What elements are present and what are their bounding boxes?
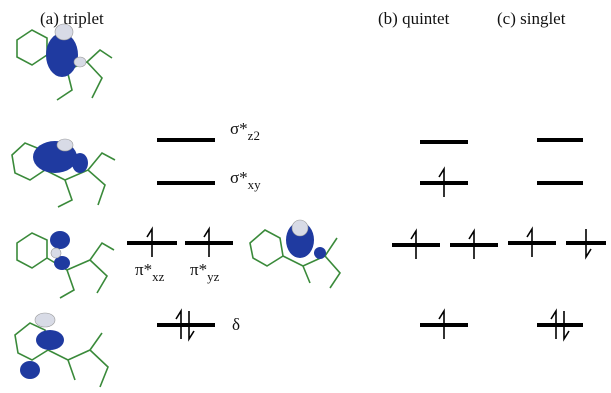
label-part: xy [248, 177, 262, 192]
singlet-levels [508, 140, 606, 339]
triplet-levels [127, 140, 233, 339]
orbital-label: δ [232, 315, 240, 334]
label-part: xz [152, 269, 165, 284]
orbital-diagram: (a) triplet (b) quintet (c) singlet [0, 0, 611, 393]
label-part: yz [207, 269, 220, 284]
molecule-images [12, 24, 340, 387]
orbital-label: σ*xy [230, 168, 261, 192]
label-part: σ* [230, 168, 248, 187]
orbital-label: σ*z2 [230, 119, 260, 143]
orbital-label: π*xz [135, 260, 165, 284]
quintet-levels [392, 142, 498, 339]
label-part: π* [190, 260, 207, 279]
panel-title: (b) quintet [378, 9, 450, 28]
label-part: σ* [230, 119, 248, 138]
label-part: π* [135, 260, 152, 279]
label-part: z2 [248, 128, 260, 143]
panel-title: (c) singlet [497, 9, 566, 28]
panel-title: (a) triplet [40, 9, 104, 28]
orbital-label: π*yz [190, 260, 220, 284]
